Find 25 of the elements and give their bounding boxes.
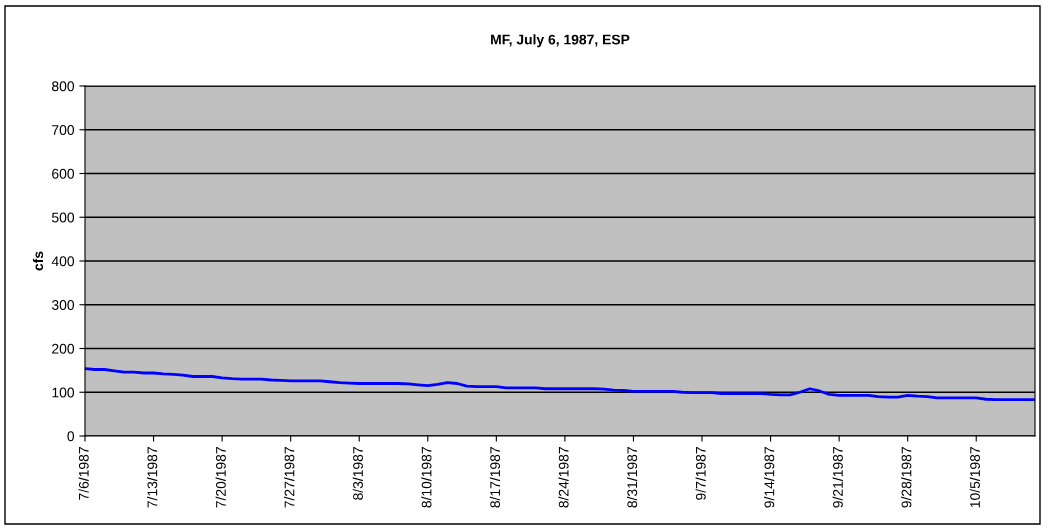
y-tick-label: 100 [52, 387, 75, 398]
x-tick-label: 9/21/1987 [832, 447, 843, 508]
y-tick-label: 500 [51, 212, 75, 223]
x-tick-label: 7/13/1987 [147, 447, 158, 508]
x-tick-label: 8/10/1987 [421, 447, 432, 508]
y-tick-label: 200 [52, 343, 75, 354]
x-tick-label: 8/24/1987 [558, 447, 569, 508]
x-tick-label: 7/6/1987 [78, 447, 89, 500]
chart-title: MF, July 6, 1987, ESP [491, 34, 630, 48]
x-tick-label: 10/5/1987 [969, 447, 980, 508]
y-axis-title: cfs [32, 251, 44, 271]
y-tick-label: 600 [52, 168, 75, 179]
x-tick-label: 7/20/1987 [215, 447, 226, 508]
y-tick-label: 400 [51, 256, 75, 267]
x-tick-label: 9/7/1987 [695, 447, 706, 500]
x-tick-label: 9/14/1987 [764, 447, 775, 508]
y-tick-label: 300 [51, 300, 75, 310]
x-tick-label: 8/3/1987 [352, 447, 363, 500]
y-tick-label: 700 [52, 125, 75, 135]
x-tick-label: 9/28/1987 [901, 447, 912, 508]
x-tick-label: 8/17/1987 [489, 447, 501, 508]
y-tick-label: 800 [52, 81, 75, 92]
x-tick-label: 8/31/1987 [626, 447, 638, 508]
x-tick-label: 7/27/1987 [284, 447, 295, 508]
y-tick-label: 0 [67, 431, 75, 442]
